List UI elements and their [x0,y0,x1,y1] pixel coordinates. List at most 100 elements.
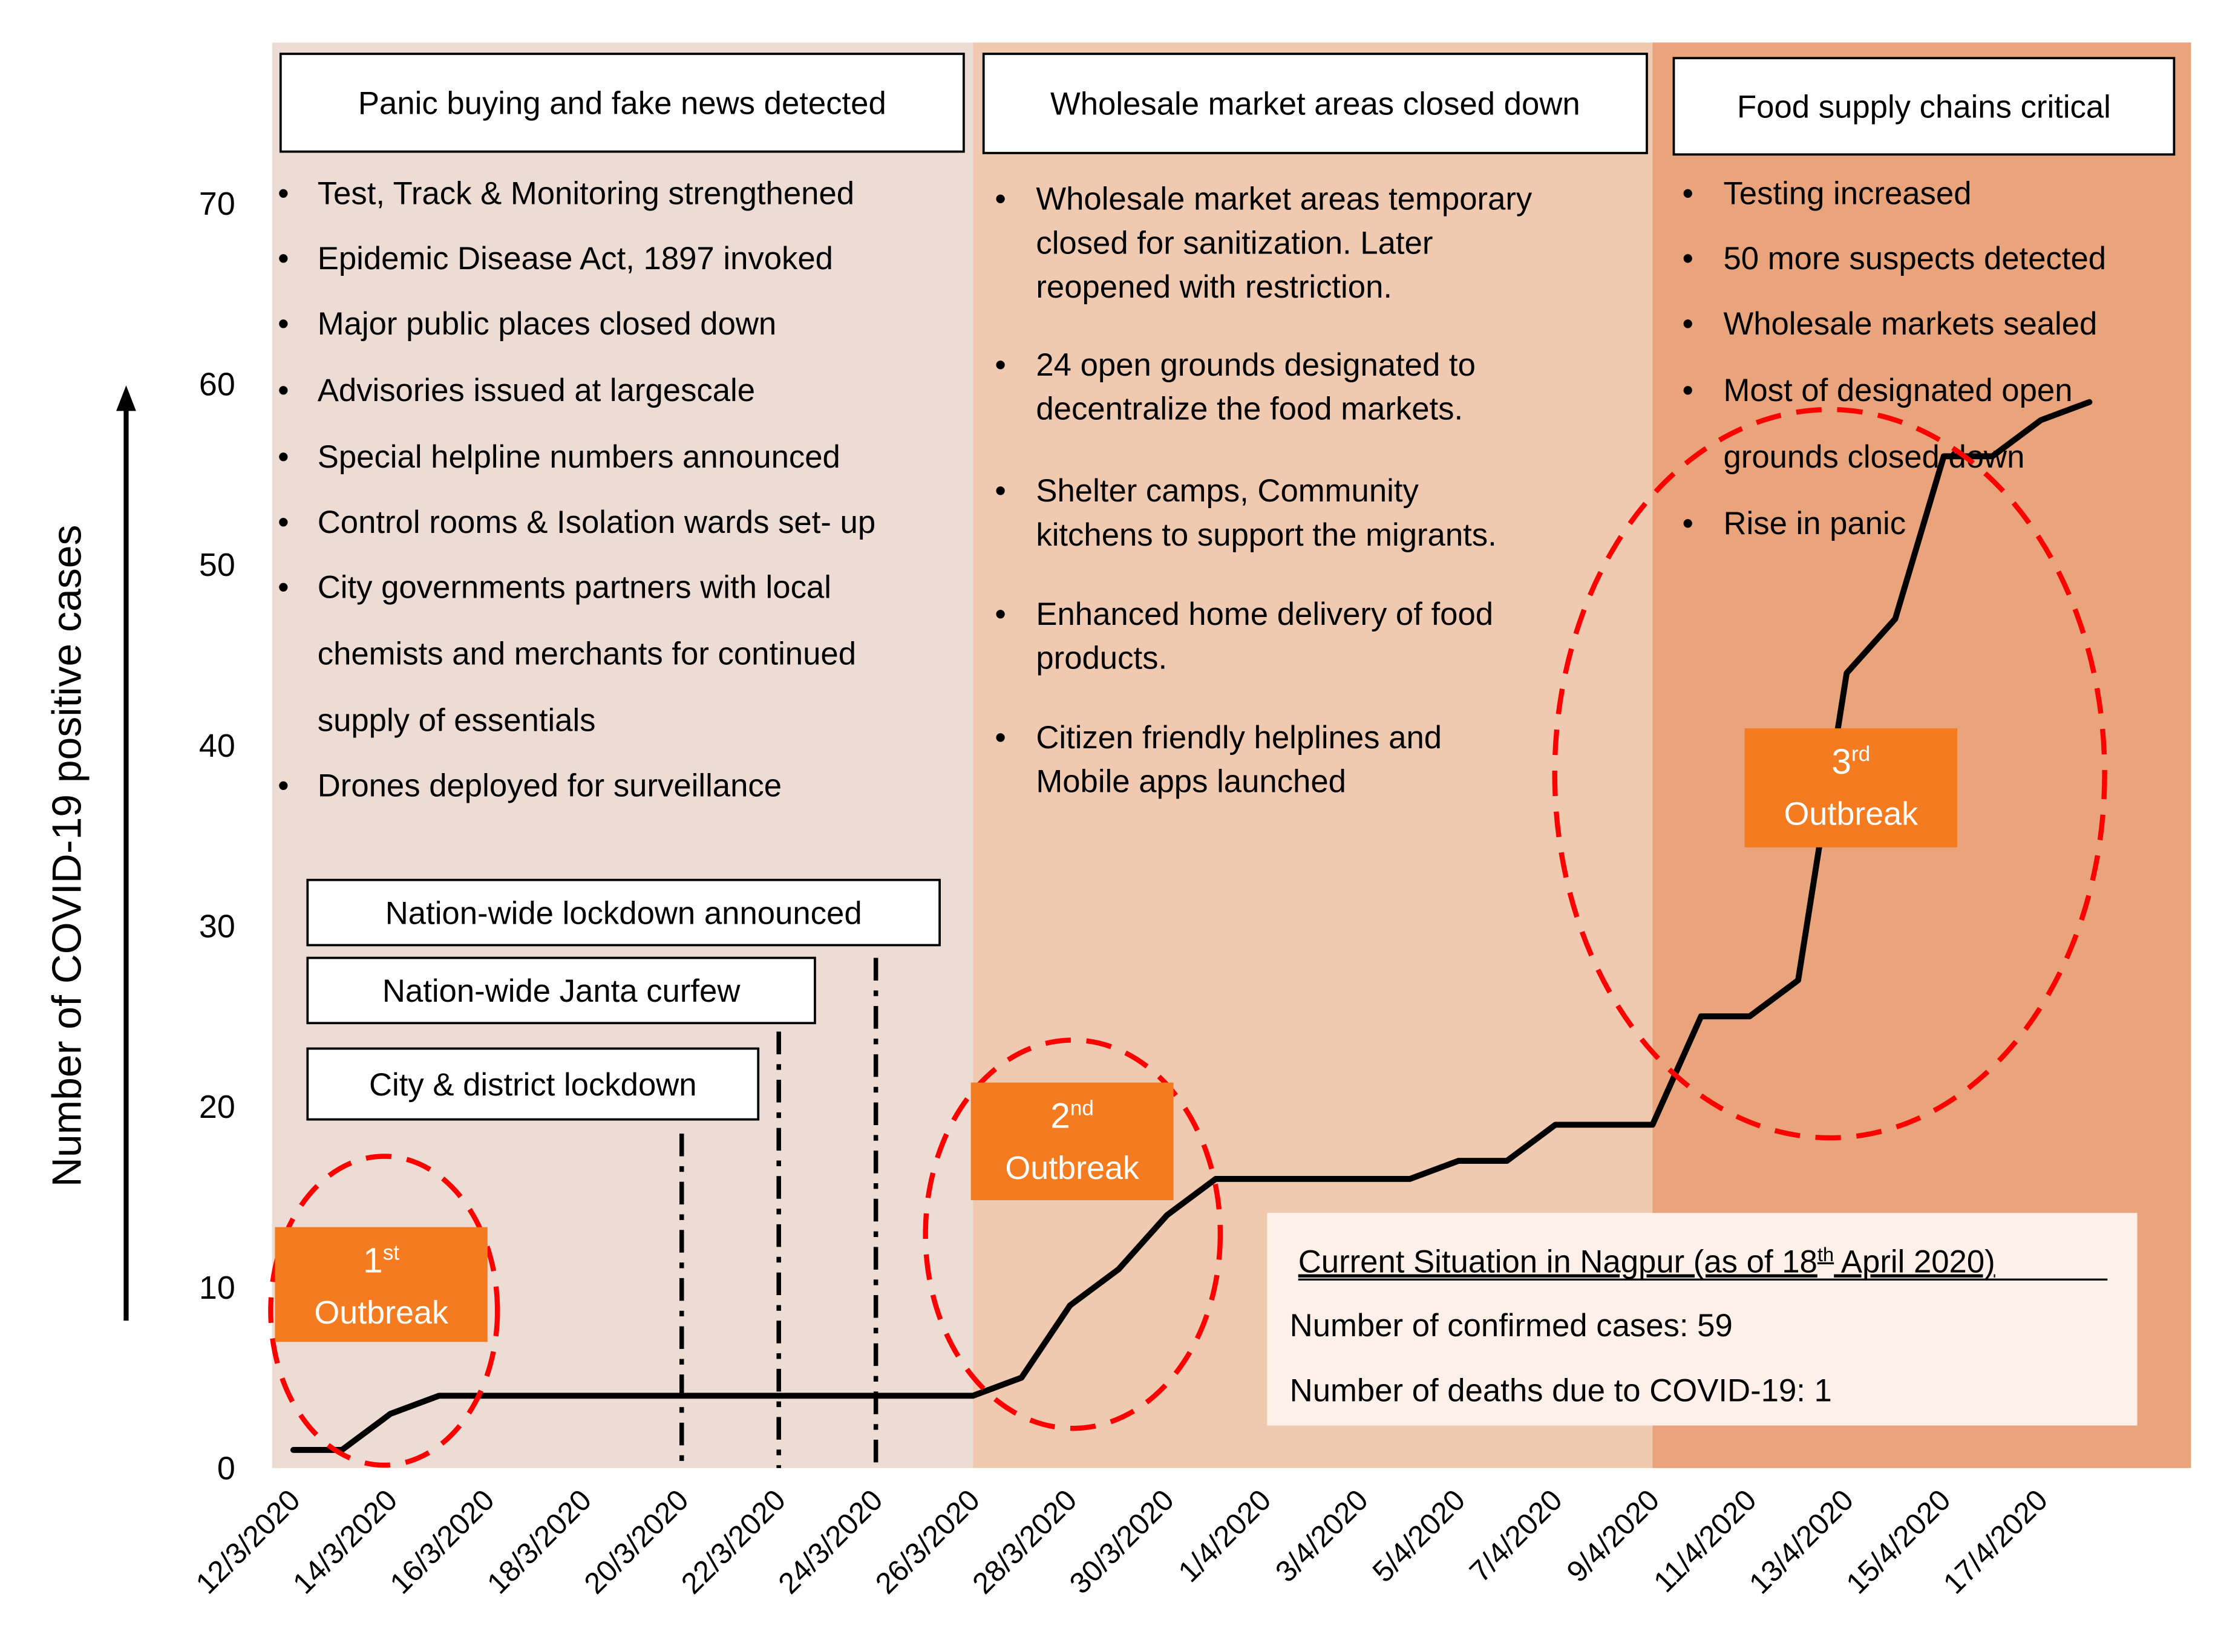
y-tick-label: 50 [199,547,235,583]
phase3-bullet: • [1683,306,1693,342]
phase1-title-text: Panic buying and fake news detected [358,86,886,122]
event-label-text: Nation-wide lockdown announced [385,895,862,931]
y-tick-label: 20 [199,1089,235,1125]
outbreak-circle [923,1037,1223,1431]
phase2-bullet: • [995,596,1006,632]
outbreak-number: 2nd [1050,1097,1094,1136]
situation-line: Number of deaths due to COVID-19: 1 [1290,1373,1832,1409]
x-tick-label: 3/4/2020 [1269,1483,1375,1588]
outbreak-word: Outbreak [314,1295,449,1331]
cases-line [290,399,2093,1453]
phase2-title-box [982,53,1648,154]
phase3-bullet-text: Wholesale markets sealed [1723,306,2097,342]
phase1-bullet-text: Epidemic Disease Act, 1897 invoked [318,241,833,276]
phase-bands [272,42,2191,1468]
outbreak-box [970,1082,1174,1201]
phase2-bullet-text: Enhanced home delivery of food [1036,596,1493,632]
phase1-bullet-text: Test, Track & Monitoring strengthened [318,175,854,211]
x-tick-label: 12/3/2020 [189,1483,307,1601]
situation-line: Number of confirmed cases: 59 [1290,1308,1733,1343]
phase3-title-box [1672,57,2176,156]
up-arrow-icon [116,385,136,411]
y-axis-title: Number of COVID-19 positive cases [45,525,90,1187]
series-layer [290,399,2093,1453]
event-label-box [306,878,941,947]
phase2-bullet: • [995,181,1006,217]
phase1-bullet-text: supply of essentials [318,703,596,739]
phase2-bullet-text: Shelter camps, Community [1036,473,1419,509]
phase2-title-text: Wholesale market areas closed down [1050,87,1580,122]
y-tick-label: 10 [199,1270,235,1306]
phase2-bullet-text: 24 open grounds designated to [1036,347,1476,383]
x-tick-label: 5/4/2020 [1366,1483,1471,1588]
phase3-bullet: • [1683,506,1693,541]
x-tick-label: 18/3/2020 [480,1483,598,1601]
y-tick-label: 0 [217,1451,235,1487]
phase2-bullet-text: Citizen friendly helplines and [1036,720,1442,756]
situation-title: Current Situation in Nagpur (as of 18th … [1298,1243,1995,1280]
phase3-bullet: • [1683,373,1693,408]
y-axis: 0 10 20 30 40 50 60 70 [199,186,235,1487]
outbreak-circle [268,1154,500,1468]
outbreak-circle [1552,406,2107,1141]
outbreak-box [1744,728,1957,847]
x-tick-label: 26/3/2020 [869,1483,986,1601]
situation-box [1267,1213,2138,1426]
phase-annotations: Panic buying and fake news detected • Test… [278,53,2176,803]
phase3-bullet-text: grounds closed down [1723,439,2024,475]
phase3-bullet-text: 50 more suspects detected [1723,241,2106,276]
phase2-bullet: • [995,720,1006,756]
phase1-bullet: • [278,241,289,276]
phase2-bullet-text: Wholesale market areas temporary [1036,181,1533,217]
outbreak-number: 1st [363,1241,399,1280]
current-situation-box: Current Situation in Nagpur (as of 18th … [1267,1213,2138,1426]
y-tick-label: 70 [199,186,235,222]
event-label-box [306,956,816,1025]
y-tick-label: 30 [199,909,235,945]
phase3-title-text: Food supply chains critical [1737,89,2111,125]
event-label-text: City & district lockdown [369,1067,697,1103]
x-tick-label: 14/3/2020 [287,1483,404,1601]
phase2-bullet: • [995,473,1006,509]
phase3-bullet-text: Most of designated open [1723,373,2072,408]
event-labels: City & district lockdown Nation-wide Jant… [306,878,941,1121]
x-tick-label: 16/3/2020 [384,1483,501,1601]
outbreak-number: 3rd [1831,742,1870,782]
phase1-bullet: • [278,768,289,803]
y-tick-label: 60 [199,367,235,403]
phase2-bullet: • [995,347,1006,383]
phase1-bullet-text: Special helpline numbers announced [318,439,840,475]
phase2-bullet-text: decentralize the food markets. [1036,391,1463,426]
phase2-bullet-text: Mobile apps launched [1036,763,1346,799]
phase2-bullet-text: products. [1036,641,1167,676]
x-tick-label: 17/4/2020 [1937,1483,2054,1601]
phase2-bullet-text: closed for sanitization. Later [1036,225,1433,261]
phase1-bullet-text: Control rooms & Isolation wards set- up [318,504,875,540]
phase1-bullet-text: chemists and merchants for continued [318,636,856,672]
phase1-bullet: • [278,373,289,408]
x-tick-label: 30/3/2020 [1063,1483,1180,1601]
phase1-bullet-text: Advisories issued at largescale [318,373,755,408]
phase1-bullet: • [278,439,289,475]
outbreak-box [275,1227,488,1342]
phase2-bullet-text: reopened with restriction. [1036,269,1392,305]
x-tick-label: 11/4/2020 [1647,1483,1763,1599]
x-tick-label: 20/3/2020 [578,1483,695,1601]
phase3-bullet-text: Testing increased [1723,175,1971,211]
outbreak-markers: 1st Outbreak 2nd Outbreak 3rd Outbreak [268,406,2107,1468]
x-axis: 12/3/202014/3/202016/3/202018/3/202020/3… [189,1483,2054,1601]
y-axis-title-group: Number of COVID-19 positive cases [45,385,136,1321]
phase3-bullet-text: Rise in panic [1723,506,1906,541]
phase1-bullet-text: Major public places closed down [318,306,777,342]
outbreak-word: Outbreak [1784,795,1919,832]
x-tick-label: 28/3/2020 [966,1483,1084,1601]
x-tick-label: 1/4/2020 [1172,1483,1277,1588]
phase1-bullet: • [278,570,289,606]
phase1-bullet-text: Drones deployed for surveillance [318,768,782,803]
phase1-bullet: • [278,175,289,211]
phase1-bullet-text: City governments partners with local [318,570,831,606]
x-tick-label: 7/4/2020 [1463,1483,1568,1588]
x-tick-label: 15/4/2020 [1840,1483,1957,1601]
x-tick-label: 24/3/2020 [772,1483,889,1601]
